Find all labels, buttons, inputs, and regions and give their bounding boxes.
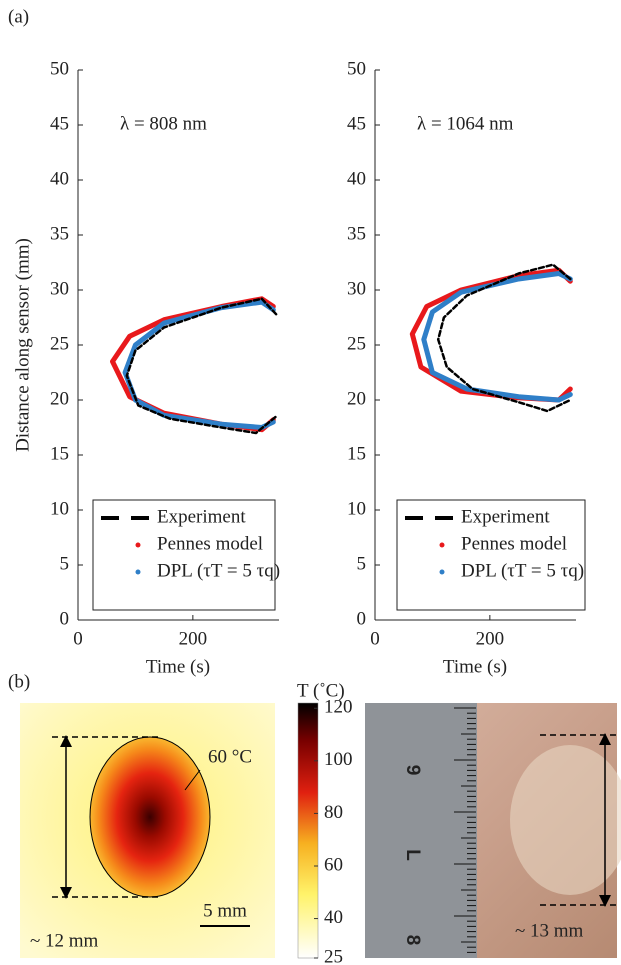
colorbar — [297, 702, 319, 959]
series-line — [436, 263, 572, 413]
y-tick-label: 0 — [357, 608, 367, 629]
x-tick-label: 200 — [179, 628, 208, 649]
colorbar-tick-label: 25 — [324, 946, 343, 965]
legend-swatch — [135, 569, 141, 575]
series-line — [409, 267, 573, 403]
colorbar-tick-label: 80 — [324, 802, 343, 823]
colorbar-title: T (˚C) — [297, 680, 345, 701]
ruler-label: 8 — [402, 935, 423, 946]
y-tick-label: 25 — [347, 333, 366, 354]
legend-label: Experiment — [157, 506, 246, 527]
legend-swatch — [135, 542, 141, 548]
series-line — [421, 271, 573, 403]
lesion — [510, 745, 621, 895]
y-tick-label: 25 — [50, 333, 69, 354]
y-tick-label: 10 — [347, 498, 366, 519]
y-tick-label: 35 — [347, 223, 366, 244]
colorbar-tick-label: 100 — [324, 749, 353, 770]
colorbar-tick-label: 60 — [324, 854, 343, 875]
colorbar-tick-label: 120 — [324, 697, 353, 718]
y-tick-label: 15 — [347, 443, 366, 464]
legend-label: DPL (τT = 5 τq) — [461, 560, 584, 581]
y-tick-label: 30 — [347, 278, 366, 299]
y-tick-label: 5 — [357, 553, 367, 574]
y-tick-label: 5 — [60, 553, 70, 574]
y-tick-label: 20 — [50, 388, 69, 409]
size-label: ~ 13 mm — [515, 920, 584, 941]
y-axis-label: Distance along sensor (mm) — [12, 238, 33, 452]
annotation: λ = 1064 nm — [417, 113, 514, 134]
ruler-label: L — [402, 849, 423, 861]
legend-box — [396, 499, 586, 611]
y-tick-label: 40 — [50, 168, 69, 189]
y-tick-label: 20 — [347, 388, 366, 409]
y-tick-label: 45 — [347, 113, 366, 134]
leader-line — [184, 769, 201, 791]
x-tick-label: 200 — [476, 628, 505, 649]
x-axis-label: Time (s) — [443, 656, 507, 677]
ablation-contour — [89, 736, 211, 898]
panel-label: (a) — [8, 6, 29, 27]
size-label: ~ 12 mm — [30, 930, 99, 951]
y-tick-label: 30 — [50, 278, 69, 299]
contour-label: 60 °C — [208, 746, 252, 767]
y-tick-label: 50 — [347, 58, 366, 79]
panel-label: (b) — [8, 671, 30, 692]
x-tick-label: 0 — [73, 628, 83, 649]
y-tick-label: 0 — [60, 608, 70, 629]
scale-label: 5 mm — [203, 900, 247, 921]
y-tick-label: 35 — [50, 223, 69, 244]
ruler — [365, 703, 477, 958]
x-axis-label: Time (s) — [146, 656, 210, 677]
legend-label: DPL (τT = 5 τq) — [157, 560, 280, 581]
x-tick-label: 0 — [370, 628, 380, 649]
y-tick-label: 45 — [50, 113, 69, 134]
heatmap: 60 °C ~ 12 mm 5 mm — [20, 703, 275, 958]
legend-label: Experiment — [461, 506, 550, 527]
photo: ~ 13 mm — [365, 703, 621, 958]
annotation: λ = 808 nm — [120, 113, 207, 134]
series-line — [125, 297, 278, 435]
legend-swatch — [439, 569, 445, 575]
legend-label: Pennes model — [157, 533, 263, 554]
y-tick-label: 50 — [50, 58, 69, 79]
y-tick-label: 15 — [50, 443, 69, 464]
legend-label: Pennes model — [461, 533, 567, 554]
legend-swatch — [439, 542, 445, 548]
ruler-label: 9 — [402, 765, 423, 776]
y-tick-label: 10 — [50, 498, 69, 519]
legend-box — [92, 499, 276, 611]
y-tick-label: 40 — [347, 168, 366, 189]
colorbar-tick-label: 40 — [324, 907, 343, 928]
